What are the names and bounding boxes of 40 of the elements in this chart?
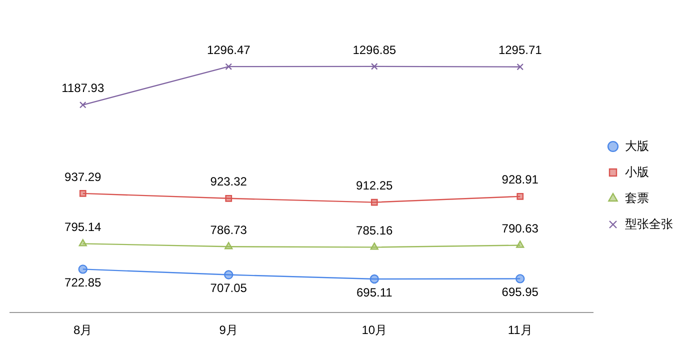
point — [78, 239, 87, 246]
point — [370, 198, 378, 206]
data-label: 928.91 — [502, 172, 539, 187]
data-label: 1296.47 — [206, 42, 251, 57]
point — [224, 270, 234, 280]
point — [370, 274, 379, 284]
data-label: 1296.85 — [352, 42, 396, 57]
point — [370, 242, 378, 250]
legend-label: 小版 — [625, 164, 649, 179]
point — [225, 194, 232, 202]
point — [516, 63, 524, 70]
point — [516, 240, 524, 248]
point — [78, 264, 88, 274]
legend-label: 大版 — [625, 138, 649, 153]
point — [225, 63, 232, 70]
legend-label: 套票 — [625, 190, 649, 205]
data-label: 937.29 — [64, 170, 102, 184]
legend-label: 型张全张 — [625, 216, 673, 231]
data-label: 1187.93 — [62, 81, 104, 96]
data-label: 786.73 — [210, 222, 248, 237]
data-label: 722.85 — [64, 276, 102, 290]
data-label: 695.95 — [502, 285, 539, 300]
data-label: 785.16 — [356, 224, 394, 238]
point — [79, 190, 86, 197]
x-tick-label: 10月 — [362, 323, 388, 338]
point — [516, 192, 524, 200]
data-label: 912.25 — [356, 178, 394, 193]
point — [370, 63, 378, 70]
point — [224, 242, 233, 250]
point — [79, 101, 86, 108]
data-label: 695.11 — [356, 285, 393, 300]
data-label: 795.14 — [64, 220, 102, 234]
data-label: 1295.71 — [498, 43, 542, 58]
data-label: 790.63 — [502, 222, 539, 236]
x-tick-label: 8月 — [74, 323, 92, 338]
data-label: 923.32 — [210, 174, 248, 189]
x-tick-label: 11月 — [508, 323, 532, 338]
data-label: 707.05 — [210, 281, 248, 296]
point — [516, 274, 525, 284]
x-tick-label: 9月 — [219, 323, 238, 338]
